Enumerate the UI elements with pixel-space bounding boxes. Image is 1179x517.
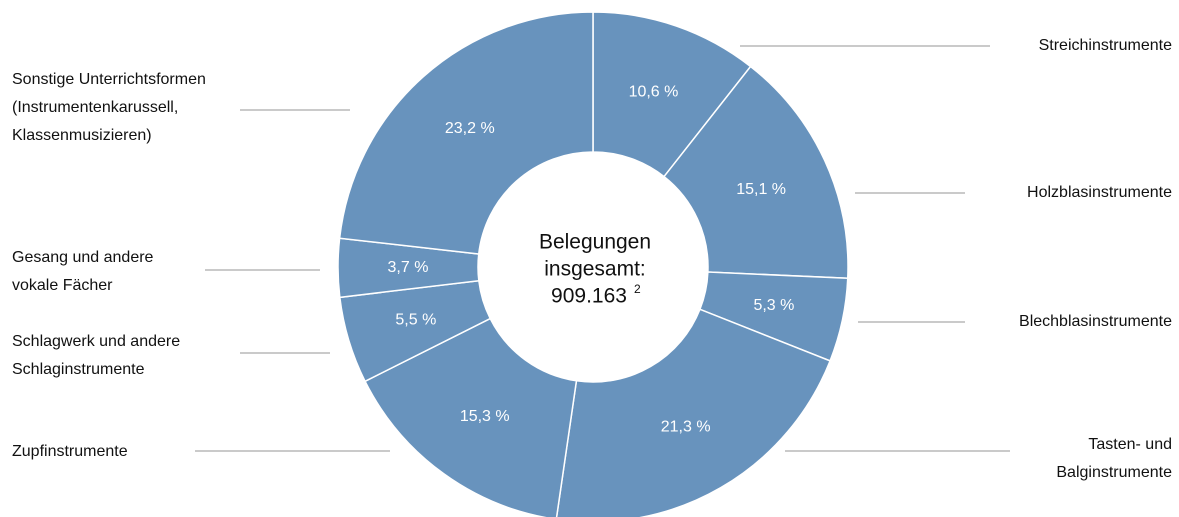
- category-label: Holzblasinstrumente: [1027, 184, 1172, 201]
- category-label: Balginstrumente: [1056, 464, 1172, 481]
- donut-segment: [364, 317, 578, 517]
- value-label: 15,3 %: [460, 408, 510, 425]
- value-label: 5,5 %: [395, 312, 436, 329]
- category-label: Zupfinstrumente: [12, 443, 128, 460]
- category-label: Sonstige Unterrichtsformen: [12, 71, 206, 88]
- value-label: 23,2 %: [445, 120, 495, 137]
- center-label: insgesamt:: [544, 258, 646, 281]
- donut-segment: [555, 308, 832, 517]
- category-label: Streichinstrumente: [1039, 37, 1172, 54]
- category-label: Tasten- und: [1088, 436, 1172, 453]
- category-label: Schlagwerk und andere: [12, 333, 180, 350]
- center-label: Belegungen: [539, 231, 651, 254]
- donut-segment: [338, 11, 594, 255]
- category-label: vokale Fächer: [12, 277, 113, 294]
- value-label: 5,3 %: [753, 297, 794, 314]
- category-label: Blechblasinstrumente: [1019, 313, 1172, 330]
- value-label: 15,1 %: [736, 181, 786, 198]
- donut-segment: [663, 65, 849, 279]
- category-label: (Instrumentenkarussell,: [12, 99, 178, 116]
- category-label: Gesang und andere: [12, 249, 154, 266]
- category-label: Schlaginstrumente: [12, 361, 145, 378]
- category-label: Klassenmusizieren): [12, 127, 152, 144]
- value-label: 3,7 %: [388, 259, 429, 276]
- value-label: 10,6 %: [629, 83, 679, 100]
- center-footnote: 2: [634, 282, 641, 296]
- value-label: 21,3 %: [661, 418, 711, 435]
- center-label: 909.163: [551, 285, 627, 308]
